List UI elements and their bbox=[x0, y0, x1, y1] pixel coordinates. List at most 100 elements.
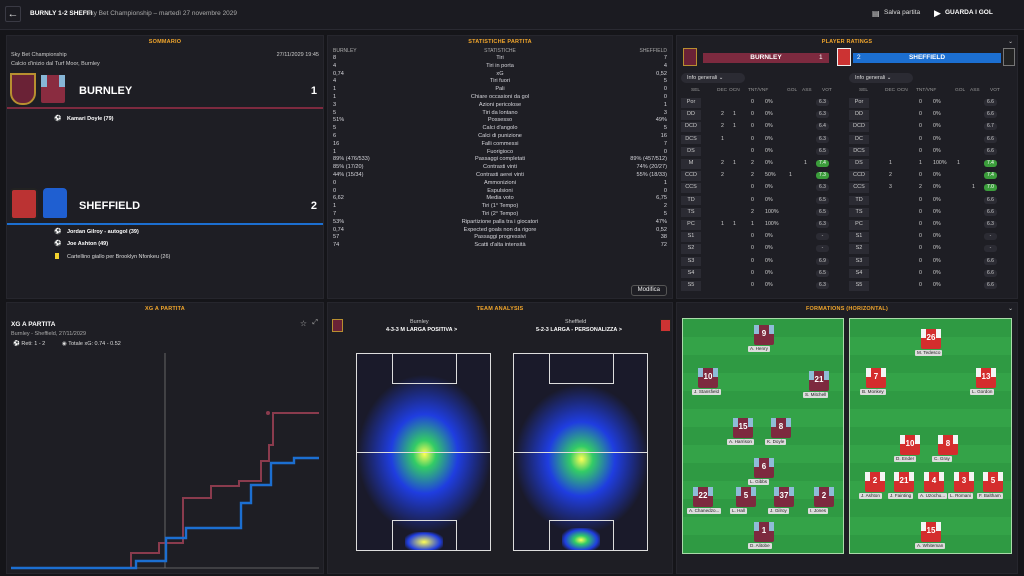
player-rating-row[interactable]: DD 0 0% 6.6 bbox=[845, 109, 1005, 120]
stat-row: 89% (476/533) Passaggi completati 89% (457… bbox=[328, 156, 672, 164]
rating-badge: 6.5 bbox=[816, 269, 829, 277]
watch-goals-button[interactable]: GUARDA I GOL bbox=[945, 9, 993, 16]
player-shirt-icon[interactable] bbox=[921, 522, 941, 542]
home-info-dropdown[interactable]: Info generali ⌄ bbox=[681, 73, 745, 83]
back-button[interactable]: ← bbox=[5, 6, 21, 22]
expand-icon[interactable]: ⤢ bbox=[312, 319, 318, 326]
tackles-pct: 0% bbox=[933, 208, 941, 215]
player-rating-row[interactable]: S3 0 0% 6.6 bbox=[845, 256, 1005, 267]
player-shirt-icon[interactable] bbox=[693, 487, 713, 507]
player-shirt-icon[interactable] bbox=[771, 418, 791, 438]
home-formation-link[interactable]: 4-3-3 M LARGA POSITIVA > bbox=[386, 327, 458, 333]
player-rating-row[interactable]: DS 0 0% 6.5 bbox=[677, 146, 837, 157]
player-rating-row[interactable]: TD 0 0% 6.6 bbox=[845, 195, 1005, 206]
tackles-pct: 0% bbox=[933, 233, 941, 240]
player-rating-row[interactable]: CCD 2 2 50% 1 7.3 bbox=[677, 170, 837, 181]
tackles-pct: 0% bbox=[933, 196, 941, 203]
star-icon[interactable]: ☆ bbox=[299, 319, 307, 328]
chevron-down-icon[interactable]: ⌄ bbox=[1008, 39, 1013, 45]
stat-home-value: 1 bbox=[333, 94, 337, 100]
player-rating-row[interactable]: DCS 1 0 0% 6.3 bbox=[677, 134, 837, 145]
stat-away-value: 16 bbox=[660, 133, 667, 139]
player-rating-row[interactable]: Por 0 0% 6.6 bbox=[845, 97, 1005, 108]
player-rating-row[interactable]: S4 0 0% 6.5 bbox=[677, 268, 837, 279]
player-shirt-icon[interactable] bbox=[774, 487, 794, 507]
player-rating-row[interactable]: CCS 3 2 0% 1 7.0 bbox=[845, 182, 1005, 193]
rating-badge: 6.6 bbox=[984, 196, 997, 204]
player-shirt-icon[interactable] bbox=[809, 371, 829, 391]
player-shirt-icon[interactable] bbox=[924, 472, 944, 492]
stat-away-value: 5 bbox=[663, 211, 667, 217]
stat-home-value: 1 bbox=[333, 148, 337, 155]
player-shirt-icon[interactable] bbox=[754, 325, 774, 345]
player-rating-row[interactable]: S2 0 0% - bbox=[845, 243, 1005, 254]
player-shirt-icon[interactable] bbox=[698, 368, 718, 388]
chevron-down-icon[interactable]: ⌄ bbox=[1008, 306, 1013, 312]
stat-away-value: 72 bbox=[660, 242, 667, 249]
player-shirt-icon[interactable] bbox=[866, 368, 886, 388]
position-label: TD bbox=[849, 195, 869, 206]
player-shirt-icon[interactable] bbox=[754, 458, 774, 478]
player-rating-row[interactable]: S5 0 0% 6.6 bbox=[845, 280, 1005, 291]
player-shirt-icon[interactable] bbox=[954, 472, 974, 492]
player-number: 2 bbox=[821, 491, 827, 500]
tackles-pct: 0% bbox=[933, 282, 941, 288]
player-number: 9 bbox=[761, 329, 767, 338]
modify-button[interactable]: Modifica bbox=[630, 285, 667, 296]
tackles-pct: 0% bbox=[933, 172, 941, 179]
away-formation-link[interactable]: 5-2-3 LARGA - PERSONALIZZA > bbox=[536, 327, 622, 333]
player-shirt-icon[interactable] bbox=[865, 472, 885, 492]
player-shirt-icon[interactable] bbox=[976, 368, 996, 388]
away-info-dropdown[interactable]: Info generali ⌄ bbox=[849, 73, 913, 83]
player-rating-row[interactable]: S5 0 0% 6.3 bbox=[677, 280, 837, 291]
player-rating-row[interactable]: DCD 0 0% 6.7 bbox=[845, 121, 1005, 132]
player-rating-row[interactable]: DS 1 1 100% 1 7.4 bbox=[845, 158, 1005, 169]
player-shirt-icon[interactable] bbox=[983, 472, 1003, 492]
player-shirt-icon[interactable] bbox=[754, 522, 774, 542]
player-rating-row[interactable]: M 2 1 2 0% 1 7.4 bbox=[677, 158, 837, 169]
rating-badge: 6.5 bbox=[816, 147, 829, 155]
player-rating-row[interactable]: S2 0 0% - bbox=[677, 243, 837, 254]
stat-away-value: 0 bbox=[663, 187, 667, 194]
player-shirt-icon[interactable] bbox=[921, 329, 941, 349]
position-label: S3 bbox=[849, 256, 869, 267]
position-label: DD bbox=[681, 110, 701, 120]
stat-name: Scatti d'alta intensità bbox=[474, 242, 526, 249]
player-rating-row[interactable]: DC 0 0% 6.6 bbox=[845, 134, 1005, 145]
rating-badge: 6.6 bbox=[984, 269, 997, 277]
player-rating-row[interactable]: CCS 0 0% 6.3 bbox=[677, 182, 837, 193]
save-match-button[interactable]: Salva partita bbox=[884, 9, 921, 16]
stat-home-value: 1 bbox=[333, 86, 337, 93]
save-icon: ▤ bbox=[872, 9, 880, 18]
player-rating-row[interactable]: TS 2 100% 6.5 bbox=[677, 207, 837, 218]
tackles-value: 0 bbox=[751, 111, 754, 118]
player-rating-row[interactable]: S4 0 0% 6.6 bbox=[845, 268, 1005, 279]
burnley-crest-icon bbox=[332, 319, 343, 332]
player-shirt-icon[interactable] bbox=[733, 418, 753, 438]
stats-home-label: BURNLEY bbox=[333, 48, 357, 54]
player-shirt-icon[interactable] bbox=[894, 472, 914, 492]
player-rating-row[interactable]: S3 0 0% 6.9 bbox=[677, 256, 837, 267]
player-rating-row[interactable]: Por 0 0% 6.3 bbox=[677, 97, 837, 108]
player-rating-row[interactable]: PC 0 0% 6.3 bbox=[845, 219, 1005, 230]
player-shirt-icon[interactable] bbox=[814, 487, 834, 507]
tackles-pct: 0% bbox=[765, 184, 773, 191]
player-rating-row[interactable]: TS 0 0% 6.6 bbox=[845, 207, 1005, 218]
player-shirt-icon[interactable] bbox=[938, 435, 958, 455]
stat-home-value: 4 bbox=[333, 62, 337, 69]
home-formation-pitch: 9 A. Henry 10 J. Stansfield 21 S. Mitchell 15 A… bbox=[682, 318, 844, 554]
player-shirt-icon[interactable] bbox=[736, 487, 756, 507]
player-rating-row[interactable]: DD 2 1 0 0% 6.3 bbox=[677, 109, 837, 120]
player-rating-row[interactable]: S1 0 0% - bbox=[677, 231, 837, 242]
rating-badge: 7.3 bbox=[816, 172, 829, 180]
player-name: K. Doyle bbox=[765, 439, 787, 445]
player-rating-row[interactable]: TD 0 0% 6.5 bbox=[677, 195, 837, 206]
player-rating-row[interactable]: CCD 2 0 0% 7.4 bbox=[845, 170, 1005, 181]
player-rating-row[interactable]: S1 0 0% - bbox=[845, 231, 1005, 242]
player-rating-row[interactable]: DCS 0 0% 6.6 bbox=[845, 146, 1005, 157]
position-label: DCS bbox=[681, 134, 701, 145]
player-rating-row[interactable]: DCD 2 1 0 0% 6.4 bbox=[677, 121, 837, 132]
player-rating-row[interactable]: PC 1 1 1 100% 6.3 bbox=[677, 219, 837, 230]
player-shirt-icon[interactable] bbox=[900, 435, 920, 455]
ratings-col-header: ASS bbox=[802, 88, 812, 93]
